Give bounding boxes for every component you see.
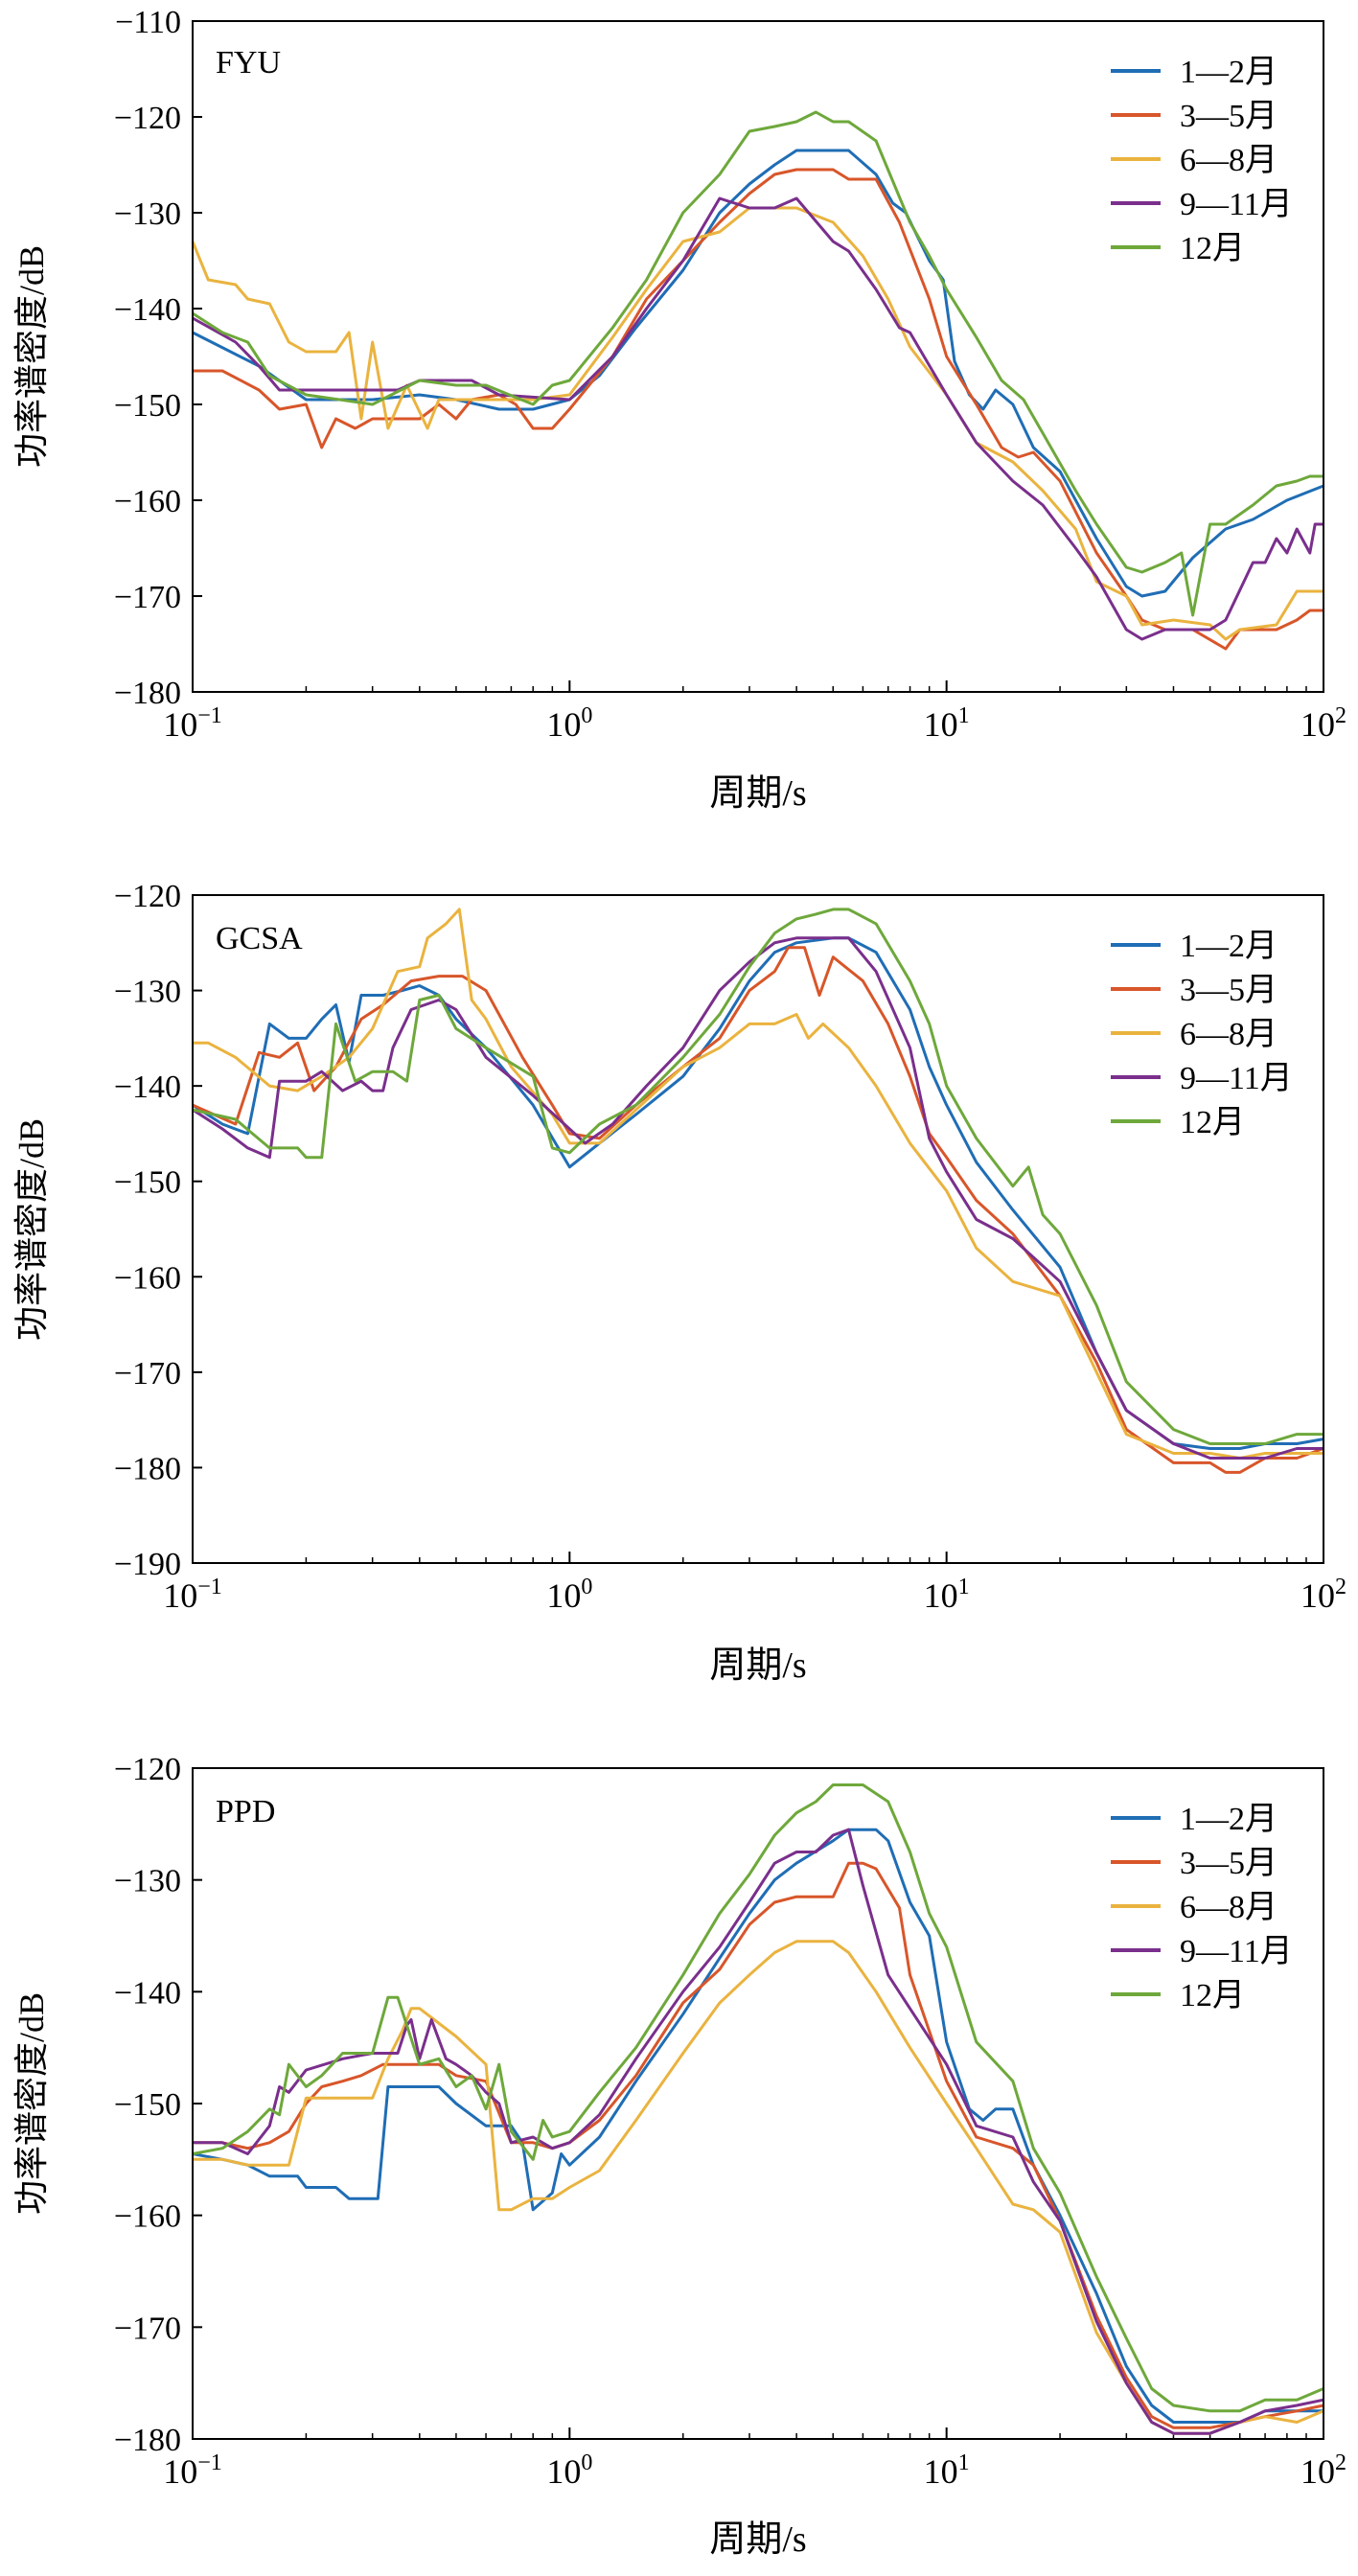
legend-label: 12月 [1180,1105,1245,1140]
series-line [192,946,1324,1474]
x-tick-label: 101 [924,703,970,744]
y-axis-label: 功率谱密度/dB [12,1118,51,1341]
legend: 1—2月 3—5月 6—8月 9—11月 12月 [1111,55,1293,266]
panel-title: FYU [216,45,281,80]
x-axis-label: 周期/s [709,1645,806,1686]
y-tick-label: −120 [114,879,181,914]
y-tick-label: −170 [114,1356,181,1392]
y-axis: −120 −130 −140 −150 −160 −170 −180 −190 [114,879,202,1582]
legend-label: 6—8月 [1180,1890,1277,1925]
plot-frame [192,1767,1324,2440]
plot-lines [192,908,1324,1474]
y-tick-label: −130 [114,1864,181,1899]
y-tick-label: −130 [114,975,181,1010]
y-tick-label: −150 [114,388,181,424]
legend-label: 12月 [1180,231,1245,266]
legend-label: 3—5月 [1180,973,1277,1008]
panel-title: PPD [216,1794,275,1829]
legend-label: 1—2月 [1180,929,1277,964]
y-tick-label: −150 [114,2087,181,2123]
panel-title: GCSA [216,921,303,956]
plot-frame [192,20,1324,693]
y-tick-label: −170 [114,2311,181,2346]
y-tick-label: −180 [114,2423,181,2458]
series-line [192,110,1323,617]
legend-label: 9—11月 [1180,1061,1293,1096]
x-axis-label: 周期/s [709,773,806,814]
y-tick-label: −160 [114,2199,181,2235]
x-axis: 10−1 100 101 102 [163,680,1346,744]
series-line [192,936,1324,1450]
y-tick-label: −180 [114,1451,181,1486]
series-line [193,1861,1324,2429]
y-tick-label: −190 [114,1547,181,1582]
x-tick-label: 10−1 [163,2450,222,2491]
x-tick-label: 102 [1300,2450,1346,2491]
y-tick-label: −140 [114,1070,181,1105]
x-tick-label: 101 [924,2450,970,2491]
legend: 1—2月 3—5月 6—8月 9—11月 12月 [1111,1802,1293,2013]
y-tick-label: −150 [114,1165,181,1201]
y-tick-label: −180 [114,676,181,711]
y-tick-label: −140 [114,292,181,328]
legend-label: 6—8月 [1180,143,1277,178]
series-line [192,908,1323,1445]
legend-label: 12月 [1180,1978,1245,2013]
legend-label: 9—11月 [1180,1934,1293,1969]
chart-panel-ppd: −120−130−140−150−160−170−180 10−1 100 101 1… [12,1752,1346,2560]
x-tick-label: 101 [924,1575,970,1615]
legend-label: 9—11月 [1180,187,1293,222]
y-tick-label: −170 [114,580,181,615]
plot-lines [192,1783,1324,2435]
y-tick-label: −120 [114,101,181,136]
y-tick-label: −160 [114,1260,181,1296]
chart-panel-gcsa: −120 −130 −140 −150 −160 −170 −180 −190 10−1 100… [12,879,1346,1686]
y-axis-label: 功率谱密度/dB [12,1992,51,2215]
y-tick-label: −160 [114,484,181,519]
legend: 1—2月 3—5月 6—8月 9—11月 12月 [1111,929,1293,1140]
y-tick-label: −110 [115,5,181,40]
legend-label: 1—2月 [1180,55,1277,90]
plot-frame [192,894,1324,1564]
x-tick-label: 100 [546,1575,592,1615]
legend-label: 3—5月 [1180,1846,1277,1881]
plot-lines [191,110,1324,651]
y-tick-label: −140 [114,1975,181,2011]
series-line [192,149,1324,598]
x-tick-label: 10−1 [163,703,222,744]
x-axis-label: 周期/s [709,2519,806,2560]
x-tick-label: 102 [1300,703,1346,744]
series-line [192,936,1323,1460]
x-tick-label: 100 [546,2450,592,2491]
y-tick-label: −130 [114,196,181,232]
legend-label: 1—2月 [1180,1802,1277,1837]
chart-panel-fyu: −110 −120 −130 −140 −150 −160 −170 −180 10−1 100… [12,5,1346,814]
y-axis: −120 −130 −140 −150 −160 −170 −180 [114,1752,202,2458]
series-line [192,1783,1324,2413]
series-line [192,1828,1323,2424]
series-line [193,1940,1324,2435]
legend-label: 6—8月 [1180,1017,1277,1052]
y-tick-label: −120 [114,1752,181,1787]
x-axis: 10−1 100 101 102 [163,2427,1346,2491]
x-axis: 10−1 100 101 102 [163,1552,1346,1615]
series-line [193,1828,1324,2435]
legend-label: 3—5月 [1180,99,1277,134]
x-tick-label: 10−1 [163,1575,222,1615]
x-tick-label: 102 [1300,1575,1346,1615]
x-tick-label: 100 [546,703,592,744]
y-axis-label: 功率谱密度/dB [12,245,51,468]
series-line [193,908,1323,1460]
y-axis: −110 −120 −130 −140 −150 −160 −170 −180 [114,5,202,711]
